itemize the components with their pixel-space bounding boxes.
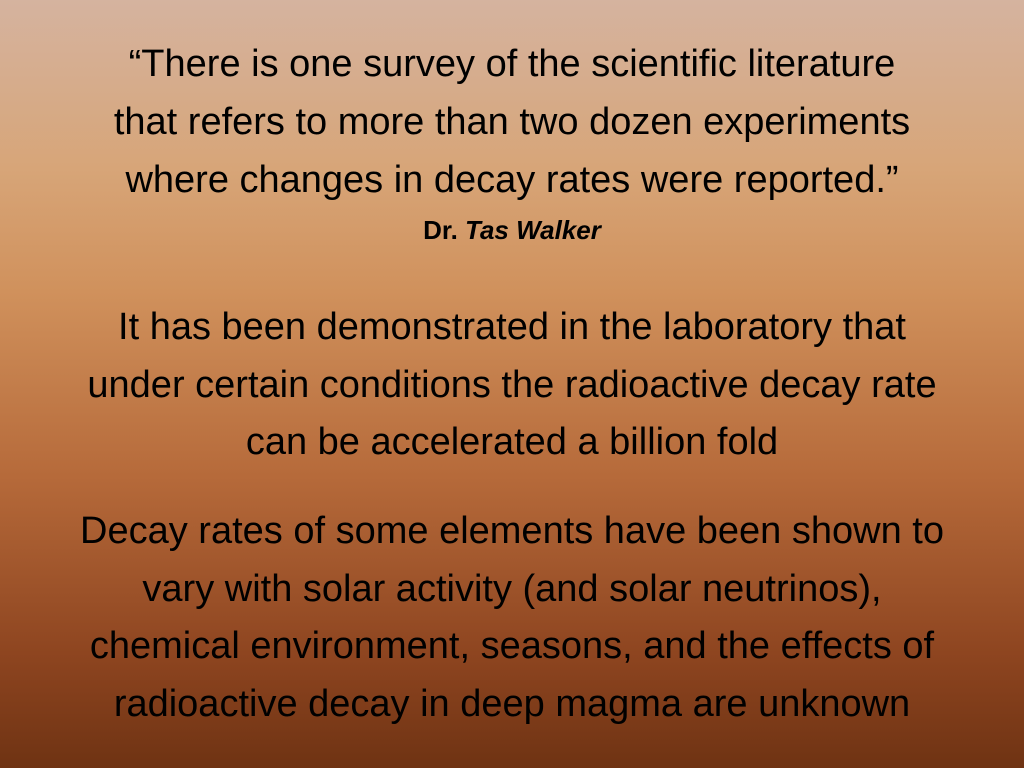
paragraph-line: It has been demonstrated in the laborato… bbox=[118, 306, 906, 348]
paragraph-line: under certain conditions the radioactive… bbox=[87, 364, 937, 406]
paragraph-line: can be accelerated a billion fold bbox=[245, 421, 779, 463]
quote-line: that refers to more than two dozen exper… bbox=[113, 101, 911, 143]
paragraph-line: radioactive decay in deep magma are unkn… bbox=[113, 683, 911, 725]
quote-line: “There is one survey of the scientific l… bbox=[128, 43, 896, 85]
attribution-name: Tas Walker bbox=[465, 215, 601, 245]
paragraph-line: Decay rates of some elements have been s… bbox=[80, 510, 944, 552]
attribution: Dr. Tas Walker bbox=[0, 214, 1024, 246]
paragraph-line: chemical environment, seasons, and the e… bbox=[89, 625, 935, 667]
attribution-title: Dr. bbox=[423, 215, 458, 245]
quote-line: where changes in decay rates were report… bbox=[125, 159, 899, 201]
paragraph-line: vary with solar activity (and solar neut… bbox=[142, 568, 882, 610]
